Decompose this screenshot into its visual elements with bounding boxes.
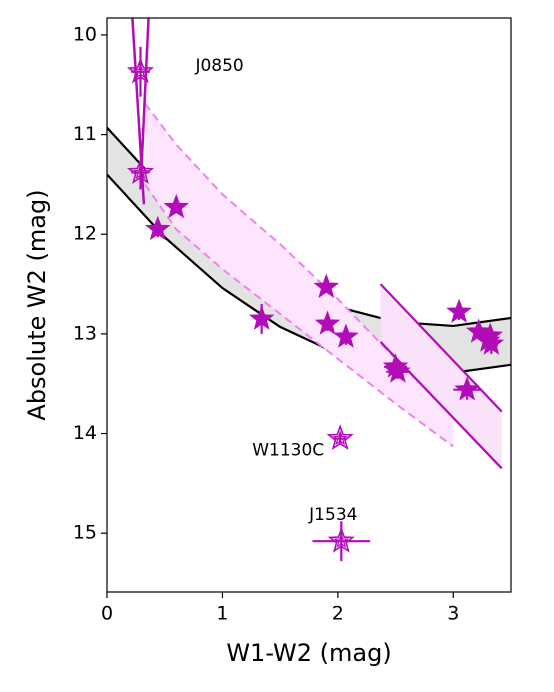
band-lower	[144, 183, 454, 448]
open-star-marker	[126, 57, 155, 84]
y-tick-label: 12	[73, 223, 97, 245]
band-fill	[145, 103, 454, 447]
star-marker	[454, 376, 480, 401]
x-axis-label: W1-W2 (mag)	[226, 639, 391, 667]
star-marker	[145, 215, 171, 241]
band-upper	[379, 283, 503, 413]
star-marker	[333, 323, 359, 348]
line	[139, 18, 150, 190]
open-star-inner	[332, 430, 348, 446]
y-tick-label: 14	[73, 422, 97, 444]
star-marker	[313, 273, 340, 298]
open-star-inner	[132, 164, 149, 180]
x-tick-label: 3	[447, 603, 459, 625]
star-marker	[163, 193, 190, 219]
open-star-marker	[126, 158, 155, 185]
star-marker	[248, 305, 275, 330]
band-fill	[380, 284, 502, 469]
plot-area	[107, 18, 511, 562]
star-marker	[385, 358, 411, 383]
point-label: J1534	[308, 505, 357, 525]
y-axis-label: Absolute W2 (mag)	[23, 189, 51, 420]
star-marker	[478, 330, 505, 355]
x-tick-label: 0	[101, 603, 113, 625]
open-star-marker	[327, 526, 355, 553]
open-star-marker	[326, 424, 354, 451]
y-tick-label: 11	[73, 123, 97, 145]
star-marker	[314, 310, 341, 335]
y-tick-label: 15	[73, 522, 97, 544]
y-tick-label: 13	[73, 322, 97, 344]
point-label: J0850	[194, 56, 243, 76]
star-marker	[446, 298, 472, 323]
point-label: W1130C	[252, 441, 324, 461]
open-star-inner	[132, 63, 149, 79]
y-tick-label: 10	[73, 23, 97, 45]
open-star-inner	[333, 532, 350, 548]
x-tick-label: 2	[332, 603, 344, 625]
x-tick-label: 1	[216, 603, 228, 625]
plot-frame	[106, 17, 512, 593]
